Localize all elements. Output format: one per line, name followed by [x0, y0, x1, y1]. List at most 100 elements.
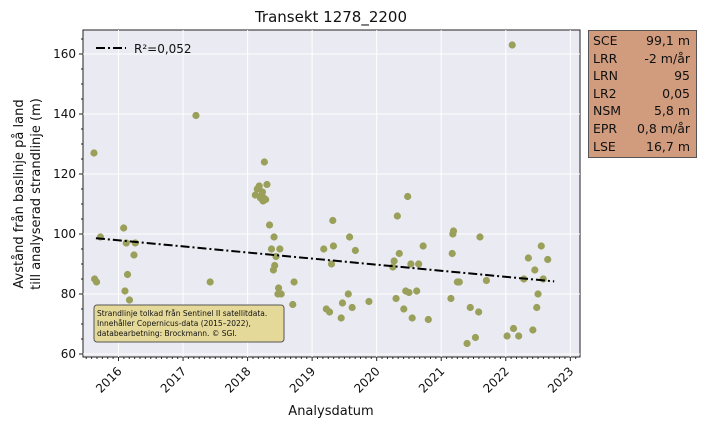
legend-label: R²=0,052: [134, 42, 192, 56]
data-point: [263, 180, 271, 189]
data-point: [524, 254, 532, 262]
data-point: [337, 314, 345, 322]
y-axis: 60 80 100 120 140 160: [53, 38, 83, 361]
source-note-line: databearbetning: Brockmann. © SGI.: [97, 329, 237, 338]
stat-key: EPR: [593, 120, 618, 136]
stat-row: LSE 16,7 m: [593, 138, 692, 156]
data-point: [463, 339, 471, 348]
data-point: [447, 294, 455, 303]
data-point: [537, 242, 545, 250]
data-point: [192, 111, 200, 120]
x-tick-label: 2021: [416, 364, 447, 395]
stat-value: 0,8 m/år: [636, 120, 690, 136]
x-tick-label: 2016: [93, 364, 124, 395]
data-point: [277, 290, 285, 298]
stat-row: LRN 95: [593, 67, 692, 85]
data-point: [90, 149, 98, 157]
data-point: [531, 266, 539, 274]
data-point: [408, 314, 416, 322]
chart-title: Transekt 1278_2200: [254, 8, 407, 27]
data-point: [405, 288, 413, 297]
data-point: [348, 303, 356, 312]
data-point: [274, 284, 283, 292]
x-axis: 2016 2017 2018 2019 2020 2021 2022 2023: [85, 357, 576, 396]
x-tick-label: 2020: [351, 364, 382, 395]
stat-row: NSM 5,8 m: [593, 102, 692, 120]
data-point: [289, 300, 297, 309]
data-point: [448, 249, 456, 258]
x-tick-label: 2023: [545, 364, 576, 395]
stat-key: LSE: [593, 138, 616, 154]
data-point: [320, 245, 328, 253]
stat-key: LRR: [593, 50, 618, 66]
data-point: [471, 333, 480, 342]
data-point: [121, 287, 129, 295]
data-point: [400, 305, 408, 313]
data-point: [534, 290, 542, 298]
data-point: [482, 276, 491, 285]
data-point: [413, 287, 421, 295]
stat-row: SCE 99,1 m: [593, 32, 692, 50]
data-point: [392, 294, 400, 303]
y-tick-label: 120: [53, 167, 76, 181]
stat-value: 16,7 m: [646, 138, 690, 154]
data-point: [415, 260, 423, 268]
y-tick-label: 60: [61, 347, 76, 361]
data-point: [344, 290, 352, 298]
data-point: [329, 242, 338, 250]
data-point: [122, 239, 130, 247]
scatter-points: [90, 41, 552, 348]
data-point: [509, 324, 518, 333]
data-point: [325, 308, 334, 316]
data-point: [290, 278, 298, 286]
data-point: [351, 246, 359, 255]
y-tick-label: 140: [53, 107, 76, 121]
stat-value: 0,05: [662, 85, 690, 101]
data-point: [395, 249, 403, 258]
x-tick-label: 2022: [480, 364, 511, 395]
stat-value: 99,1 m: [646, 33, 690, 48]
data-point: [329, 216, 337, 225]
data-point: [123, 270, 132, 279]
data-point: [539, 275, 547, 283]
x-tick-label: 2019: [287, 364, 318, 395]
data-point: [475, 308, 483, 316]
stat-key: LR2: [593, 85, 617, 101]
data-point: [419, 242, 427, 250]
data-point: [515, 332, 523, 340]
data-point: [508, 41, 516, 49]
data-point: [271, 261, 279, 270]
stat-row: LR2 0,05: [593, 85, 692, 103]
source-note-line: Strandlinje tolkad från Sentinel II sate…: [97, 309, 267, 318]
data-point: [424, 315, 432, 324]
data-point: [270, 233, 278, 241]
y-axis-label-line2: till analyserad strandlinje (m): [29, 98, 44, 290]
data-point: [365, 297, 373, 306]
data-point: [120, 224, 128, 232]
data-point: [260, 158, 268, 166]
data-point: [338, 299, 347, 307]
data-point: [476, 233, 484, 241]
source-note-line: Innehåller Copernicus-data (2015–2022),: [97, 319, 251, 328]
stats-box: SCE 99,1 m LRR -2 m/år LRN 95 LR2 0,05 NSM 5,…: [588, 30, 697, 158]
trend-line: [95, 237, 555, 283]
stat-row: LRR -2 m/år: [593, 50, 692, 68]
x-tick-label: 2017: [158, 364, 189, 395]
data-point: [544, 255, 552, 264]
source-note: Strandlinje tolkad från Sentinel II sate…: [93, 304, 285, 343]
stat-key: SCE: [593, 33, 618, 48]
data-point: [455, 278, 463, 286]
legend: R²=0,052: [96, 42, 192, 56]
y-tick-label: 80: [61, 287, 76, 301]
x-axis-label: Analysdatum: [288, 404, 373, 419]
data-point: [262, 195, 270, 204]
data-point: [407, 260, 415, 268]
data-point: [390, 257, 398, 265]
data-point: [449, 227, 458, 235]
stat-value: -2 m/år: [644, 50, 690, 66]
grid: [83, 30, 580, 357]
y-axis-label-line1: Avstånd från baslinje på land: [12, 99, 27, 288]
source-note-box: [93, 304, 285, 343]
data-point: [327, 260, 336, 268]
